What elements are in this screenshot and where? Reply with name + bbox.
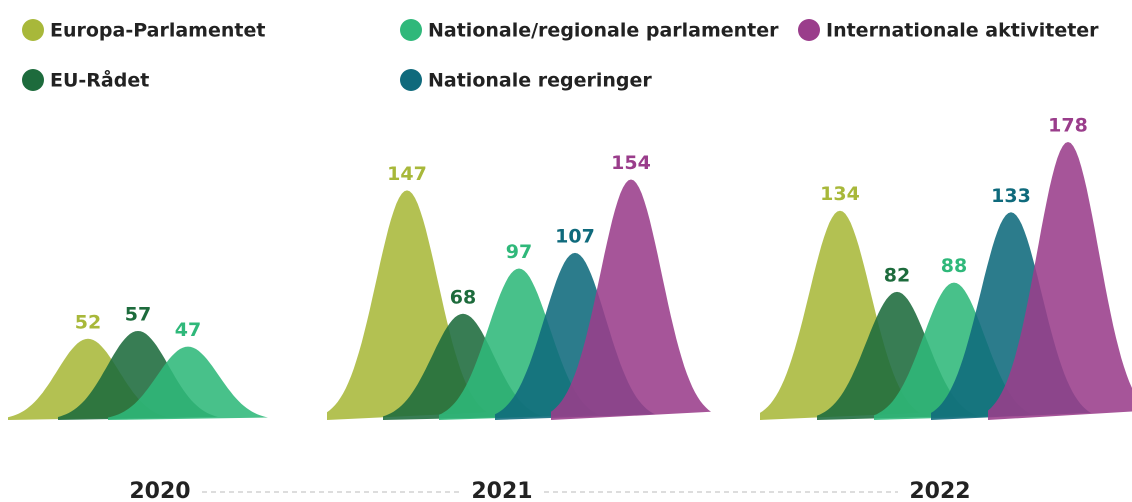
legend-label: Internationale aktiviteter	[826, 20, 1099, 42]
value-label: 147	[387, 163, 427, 185]
value-label: 154	[611, 152, 651, 174]
value-label: 134	[820, 183, 860, 205]
value-label: 68	[450, 286, 476, 308]
legend-marker	[798, 19, 820, 41]
value-label: 52	[75, 311, 101, 333]
legend-label: EU-Rådet	[50, 68, 149, 92]
year-label: 2020	[129, 479, 190, 502]
peak	[551, 179, 711, 420]
peak	[988, 142, 1132, 420]
legend-marker	[22, 19, 44, 41]
legend-marker	[400, 19, 422, 41]
legend-label: Nationale/regionale parlamenter	[428, 20, 779, 42]
legend-marker	[22, 69, 44, 91]
value-label: 97	[506, 241, 532, 263]
peak	[108, 346, 268, 420]
legend-label: Nationale regeringer	[428, 70, 652, 92]
legend-marker	[400, 69, 422, 91]
value-label: 82	[884, 264, 910, 286]
value-label: 107	[555, 225, 595, 247]
legend-label: Europa-Parlamentet	[50, 20, 265, 42]
value-label: 88	[941, 255, 967, 277]
value-label: 133	[991, 185, 1031, 207]
value-label: 178	[1048, 115, 1088, 137]
value-label: 47	[175, 319, 201, 341]
year-label: 2021	[471, 479, 532, 502]
value-label: 57	[125, 303, 151, 325]
year-label: 2022	[909, 479, 970, 502]
